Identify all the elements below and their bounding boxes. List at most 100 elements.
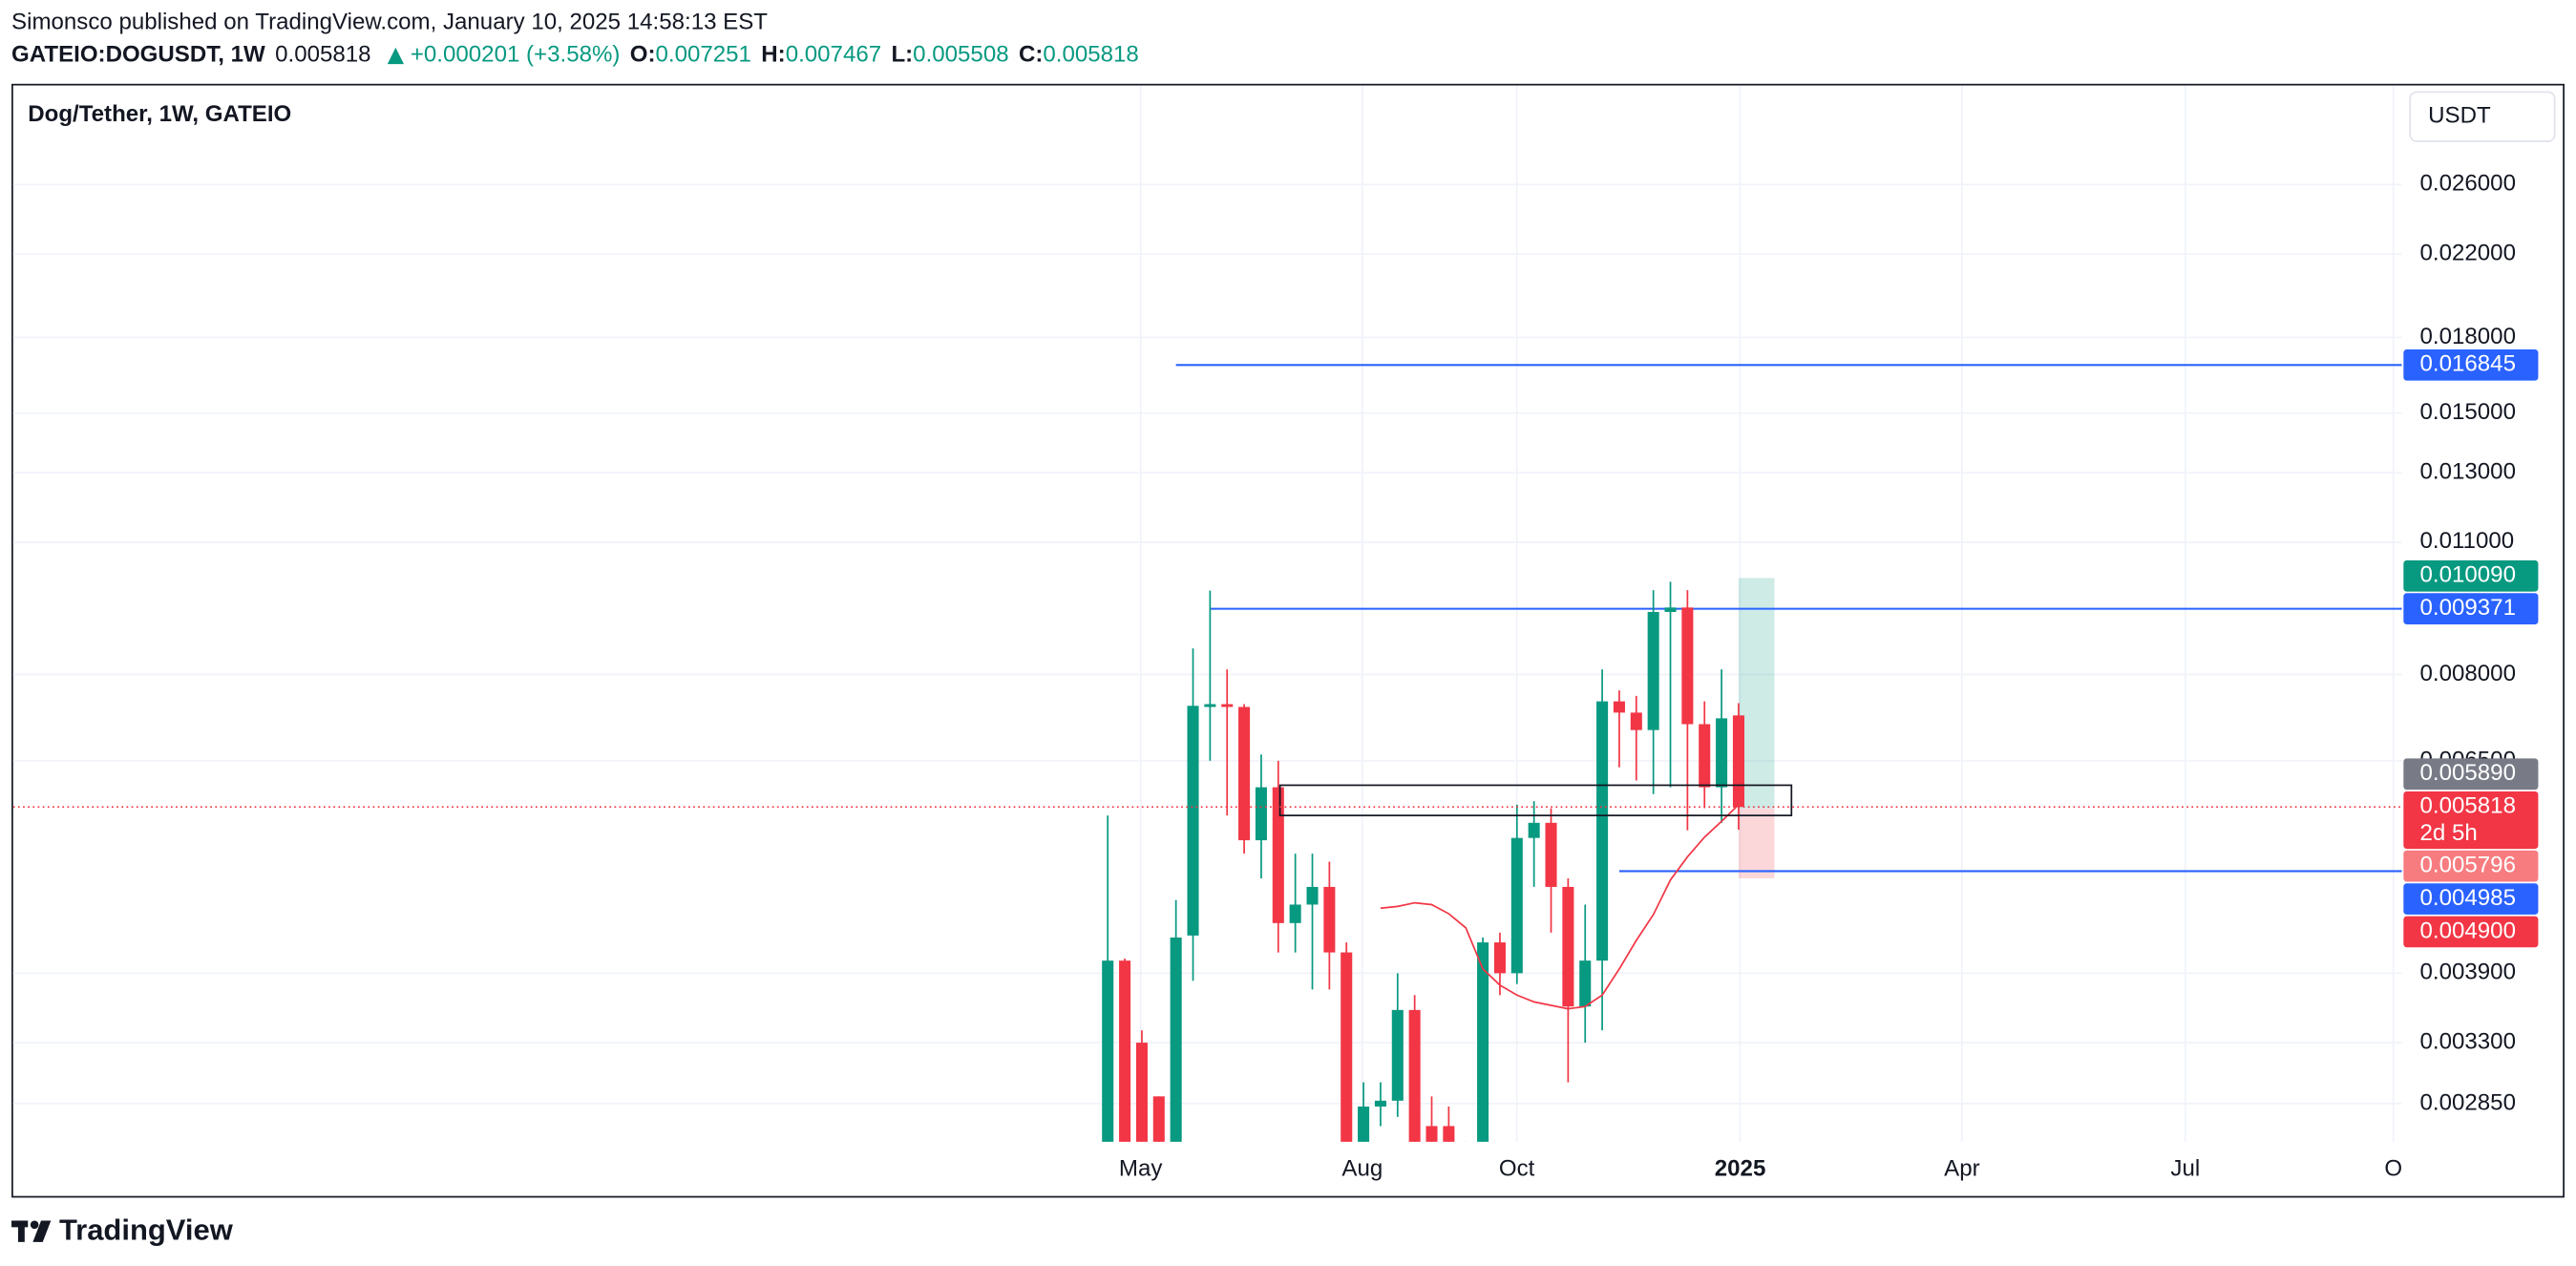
low-label: L: [891,42,913,68]
y-tick-label: 0.015000 [2420,399,2516,425]
y-tick-label: 0.018000 [2420,324,2516,349]
candle-body [1391,1009,1404,1101]
candle-body [1358,1106,1370,1142]
y-tick-label: 0.026000 [2420,171,2516,197]
y-tick-label: 0.008000 [2420,661,2516,686]
high-label: H: [761,42,785,68]
candle-body [1204,704,1216,707]
position-target-zone [1738,578,1775,809]
candle-body [1341,952,1353,1142]
price-label: 0.005818 [2420,793,2516,819]
price-label: 0.005796 [2420,852,2516,877]
low-value: 0.005508 [913,42,1008,68]
price-label: 0.010090 [2420,562,2516,588]
candle-body [1425,1126,1438,1142]
candle-body [1613,701,1625,713]
candle-body [1562,886,1574,1007]
candle-body [1170,937,1182,1142]
candle-body [1699,724,1711,788]
candle-body [1408,1009,1421,1142]
price-label: 0.005890 [2420,760,2516,786]
plot [12,364,2402,1142]
open-label: O: [630,42,656,68]
candle-body [1579,960,1592,1007]
candle-body [1289,904,1301,923]
candle-body [1221,704,1234,707]
position-stop-zone [1738,808,1775,878]
logo [11,1220,52,1242]
chart-title: Dog/Tether, 1W, GATEIO [28,101,291,127]
price-label: 0.004900 [2420,918,2516,943]
y-tick-label: 0.003300 [2420,1028,2516,1054]
overlay: 0.026000 0.022000 0.018000 0.015000 0.013000… [1119,171,2539,1182]
x-tick-label: Apr [1944,1156,1979,1182]
countdown: 2d 5h [2420,820,2478,846]
x-tick-label: O [2384,1156,2402,1182]
price-label-box [2403,916,2539,948]
grid [12,85,2402,1142]
change-arrow [387,47,404,65]
currency[interactable]: USDT [2428,103,2491,129]
price-label-box [2403,883,2539,915]
candle-body [1630,712,1642,730]
logo-mark [32,1220,52,1242]
price-label-box [2403,791,2539,850]
logo-mark [17,1220,25,1242]
candle-body [1238,707,1251,841]
candle-body [1681,607,1694,725]
y-tick-label: 0.022000 [2420,240,2516,265]
candle-body [1477,942,1489,1142]
price-label-box [2403,850,2539,882]
chart-frame [11,83,2565,1198]
last-price: 0.005818 [275,42,370,68]
candle-body [1647,611,1659,730]
y-tick-label: 0.003900 [2420,960,2516,985]
close-label: C: [1019,42,1043,68]
close-value: 0.005818 [1043,42,1138,68]
y-tick-label: 0.002850 [2420,1089,2516,1115]
x-tick-label: 2025 [1715,1156,1766,1182]
candle-body [1528,822,1540,838]
open-value: 0.007251 [656,42,751,68]
candle-body [1135,1043,1148,1142]
currency-button[interactable] [2409,91,2556,142]
high-value: 0.007467 [786,42,881,68]
logo-mark [30,1220,39,1230]
y-tick-label: 0.011000 [2420,528,2515,554]
candle-body [1596,701,1609,961]
x-tick-label: May [1119,1156,1163,1182]
candle-body [1716,718,1728,788]
x-tick-label: Jul [2170,1156,2200,1182]
price-label-box [2403,593,2539,624]
candle-body [1306,886,1319,905]
symbol: GATEIO:DOGUSDT, 1W [11,42,265,68]
candle-body [1493,942,1506,974]
brand: TradingView [59,1213,234,1247]
candle-body [1272,787,1284,923]
price-label: 0.009371 [2420,595,2516,621]
candle-body [1664,607,1677,612]
price-label-box [2403,758,2539,791]
range-box [1278,784,1793,816]
moving-average [1380,804,1740,1010]
candle-body [1323,886,1336,953]
price-label: 0.004985 [2420,885,2516,911]
candle-body [1119,960,1131,1142]
candle-body [1255,787,1267,841]
candle-body [1545,822,1557,887]
x-tick-label: Oct [1499,1156,1535,1182]
candle-body [1732,715,1744,808]
candle-body [1152,1096,1165,1142]
candle-body [1460,1141,1472,1142]
candle-body [1187,706,1199,936]
price-label: 0.016845 [2420,351,2516,377]
candle-body [1510,837,1523,974]
candle-body [1443,1126,1455,1142]
y-tick-label: 0.013000 [2420,458,2516,484]
publisher: Simonsco published on TradingView.com, J… [11,9,768,34]
symbol-line: GATEIO:DOGUSDT, 1W 0.005818 +0.000201 (+3.… [11,42,1139,68]
change: +0.000201 (+3.58%) [411,42,621,68]
x-tick-label: Aug [1341,1156,1383,1182]
